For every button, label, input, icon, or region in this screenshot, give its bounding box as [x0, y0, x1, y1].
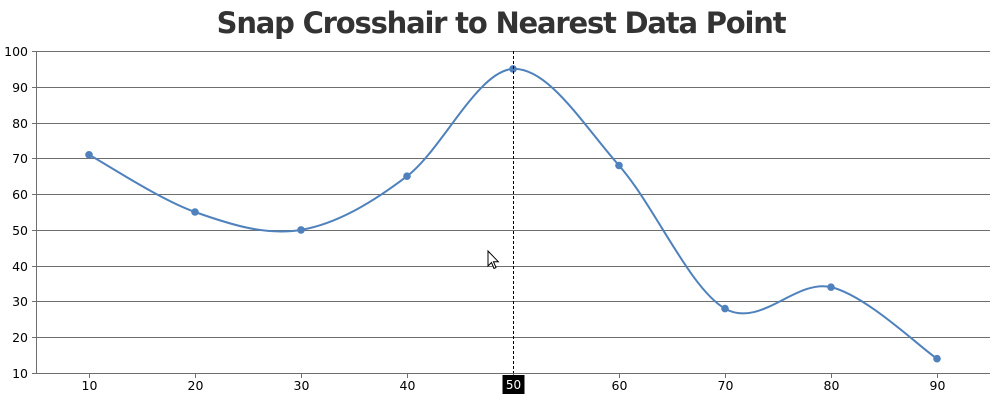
x-tick-label: 20: [188, 378, 204, 393]
chart-title: Snap Crosshair to Nearest Data Point: [217, 6, 787, 40]
axes: [32, 51, 990, 378]
y-tick-label: 40: [12, 259, 28, 274]
arrow-cursor-icon: [487, 249, 500, 270]
crosshair-label-box: [502, 375, 525, 394]
data-point-marker: [297, 226, 305, 234]
x-tick-label: 10: [82, 378, 98, 393]
x-tick-label: 40: [400, 378, 416, 393]
y-tick-label: 20: [12, 330, 28, 345]
y-tick-label: 90: [12, 80, 28, 95]
x-axis-tick-labels: 10 20 30 40 60 70 80 90: [82, 378, 946, 393]
x-tick-label: 90: [930, 378, 946, 393]
data-series[interactable]: [85, 65, 941, 363]
data-point-marker: [827, 283, 835, 291]
y-tick-label: 60: [12, 187, 28, 202]
crosshair: 50: [502, 51, 525, 394]
data-point-marker: [721, 304, 729, 313]
series-line: [88, 67, 938, 360]
x-tick-label: 80: [824, 378, 840, 393]
data-point-marker: [933, 354, 941, 363]
y-axis-tick-labels: 10 20 30 40 50 60 70 80 90 100: [4, 44, 28, 381]
y-tick-label: 50: [12, 223, 28, 238]
x-tick-label: 70: [718, 378, 734, 393]
x-tick-label: 60: [612, 378, 628, 393]
y-tick-label: 30: [12, 294, 28, 309]
data-point-marker: [403, 172, 411, 181]
x-tick-label: 30: [294, 378, 310, 393]
data-point-marker: [615, 161, 623, 170]
crosshair-label: 50: [506, 378, 521, 392]
y-tick-label: 70: [12, 151, 28, 166]
gridlines: [36, 51, 990, 338]
y-tick-label: 80: [12, 116, 28, 131]
y-tick-label: 10: [12, 366, 28, 381]
y-tick-label: 100: [4, 44, 28, 59]
data-point-marker: [191, 208, 199, 216]
data-point-marker: [85, 150, 93, 159]
